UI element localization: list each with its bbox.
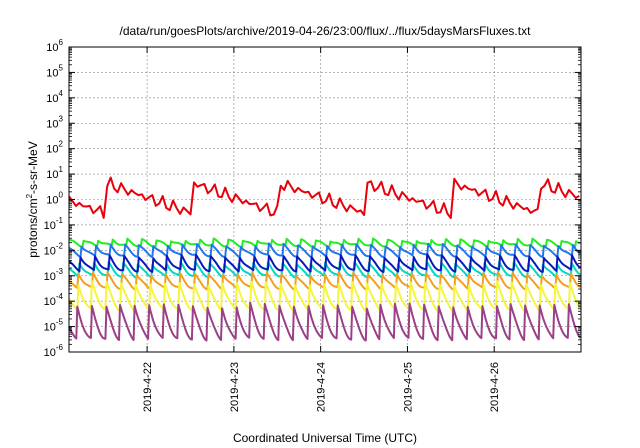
y-tick-base: 10 — [46, 93, 58, 105]
y-tick-label: 106 — [46, 38, 63, 54]
y-tick-base: 10 — [46, 169, 58, 181]
x-tick-label: 2019-4-23 — [229, 362, 241, 412]
y-tick-label: 102 — [46, 140, 63, 156]
y-tick-base: 10 — [46, 195, 58, 207]
series-line-4 — [68, 253, 581, 273]
x-axis-ticks: 2019-4-22 2019-4-23 2019-4-24 2019-4-25 2019… — [142, 47, 501, 412]
y-tick-label: 101 — [46, 165, 63, 181]
y-tick-label: 104 — [46, 89, 63, 105]
y-tick-base: 10 — [44, 347, 56, 359]
y-tick-base: 10 — [46, 118, 58, 130]
x-tick-label: 2019-4-26 — [489, 362, 501, 412]
y-tick-exponent: -3 — [56, 267, 64, 276]
y-tick-exponent: 1 — [59, 165, 64, 174]
y-tick-label: 10-3 — [44, 267, 64, 283]
y-tick-exponent: 0 — [59, 191, 64, 200]
x-tick-label: 2019-4-25 — [402, 362, 414, 412]
y-tick-exponent: 3 — [59, 114, 64, 123]
y-tick-exponent: -2 — [56, 241, 64, 250]
y-label-suffix: -s-sr-MeV — [26, 141, 40, 194]
series-line-2 — [68, 242, 581, 259]
y-tick-base: 10 — [46, 67, 58, 79]
y-tick-label: 105 — [46, 63, 63, 79]
series-line-6 — [68, 280, 582, 313]
y-tick-exponent: 5 — [59, 63, 64, 72]
y-tick-exponent: 2 — [59, 140, 64, 149]
y-tick-label: 10-1 — [44, 216, 64, 232]
y-tick-base: 10 — [44, 322, 56, 334]
y-tick-exponent: 4 — [59, 89, 64, 98]
series-line-1 — [68, 237, 581, 249]
y-tick-base: 10 — [46, 144, 58, 156]
y-tick-exponent: -4 — [56, 292, 64, 301]
x-tick-label: 2019-4-22 — [142, 362, 154, 412]
series-line-0 — [68, 176, 580, 219]
y-tick-label: 10-4 — [44, 292, 64, 308]
series-line-5 — [68, 271, 581, 291]
y-tick-label: 10-5 — [44, 318, 64, 334]
x-axis-label: Coordinated Universal Time (UTC) — [233, 431, 417, 445]
y-tick-exponent: -5 — [56, 318, 64, 327]
y-tick-base: 10 — [46, 42, 58, 54]
y-tick-label: 10-2 — [44, 241, 64, 257]
y-axis-label: protons/cm2-s-sr-MeV — [25, 141, 40, 257]
y-label-superscript: 2 — [25, 193, 34, 198]
y-tick-label: 103 — [46, 114, 63, 130]
chart-title: /data/run/goesPlots/archive/2019-04-26/2… — [120, 24, 532, 38]
y-tick-exponent: -1 — [56, 216, 64, 225]
series-group — [68, 176, 582, 342]
y-tick-base: 10 — [44, 220, 56, 232]
x-tick-label: 2019-4-24 — [316, 362, 328, 412]
y-tick-label: 10-6 — [44, 343, 64, 359]
y-tick-exponent: 6 — [59, 38, 64, 47]
y-tick-label: 100 — [46, 191, 63, 207]
y-tick-base: 10 — [44, 296, 56, 308]
y-tick-exponent: -6 — [56, 343, 64, 352]
y-tick-base: 10 — [44, 245, 56, 257]
y-tick-base: 10 — [44, 271, 56, 283]
series-line-7 — [68, 301, 582, 342]
y-axis-ticks: 10610510410310210110010-110-210-310-410-… — [44, 38, 581, 359]
y-label-prefix: protons/cm — [26, 198, 40, 257]
